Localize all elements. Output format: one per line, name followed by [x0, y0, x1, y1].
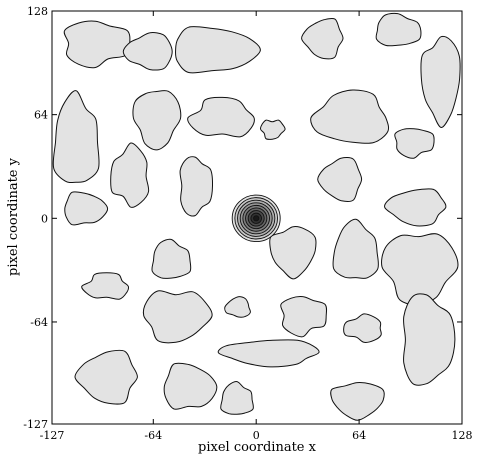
- contour-region: [163, 362, 218, 410]
- y-tick-label: 0: [41, 212, 48, 225]
- contour-region: [110, 142, 150, 208]
- contour-region: [330, 382, 385, 421]
- contour-region: [403, 293, 456, 386]
- contour-region: [280, 295, 328, 338]
- contour-region: [317, 157, 363, 202]
- y-axis-label: pixel coordinate y: [6, 157, 21, 276]
- contour-region: [142, 290, 213, 344]
- x-tick-label: 64: [352, 429, 366, 442]
- peak-contour-ring: [253, 215, 260, 222]
- contour-region: [384, 188, 447, 227]
- y-tick-label: -127: [23, 418, 48, 431]
- contour-region: [301, 17, 344, 60]
- contour-regions: [52, 12, 461, 421]
- contour-region: [260, 119, 286, 140]
- contour-region: [132, 90, 182, 151]
- contour-region: [224, 296, 251, 318]
- x-axis-label: pixel coordinate x: [198, 440, 317, 455]
- y-tick-label: -64: [30, 316, 48, 329]
- contour-region: [64, 191, 109, 226]
- x-tick-label: 0: [253, 429, 260, 442]
- contour-region: [310, 89, 390, 144]
- contour-region: [81, 272, 130, 300]
- plot-frame: [51, 10, 463, 425]
- y-tick-label: 128: [27, 5, 48, 18]
- x-tick-label: -127: [40, 429, 65, 442]
- contour-region: [179, 156, 214, 217]
- contour-region: [394, 128, 435, 159]
- contour-region: [269, 226, 317, 280]
- contour-region: [332, 218, 379, 279]
- contour-region: [175, 26, 261, 74]
- x-tick-label: -64: [144, 429, 162, 442]
- contour-region: [122, 32, 173, 71]
- contour-region: [187, 96, 255, 138]
- contour-region: [420, 35, 461, 128]
- contour-region: [220, 381, 254, 415]
- x-tick-label: 128: [452, 429, 473, 442]
- contour-region: [63, 20, 131, 69]
- axis-ticks: -127 -64 0 64 128 128 64 0 -64 -127: [23, 5, 472, 442]
- contour-region: [381, 233, 459, 306]
- contour-region: [217, 339, 320, 368]
- contour-region: [343, 313, 382, 343]
- contour-region: [375, 12, 422, 47]
- y-tick-label: 64: [34, 109, 48, 122]
- contour-region: [74, 349, 138, 405]
- contour-region: [52, 90, 100, 184]
- central-peak: [231, 194, 281, 243]
- contour-region: [151, 238, 192, 279]
